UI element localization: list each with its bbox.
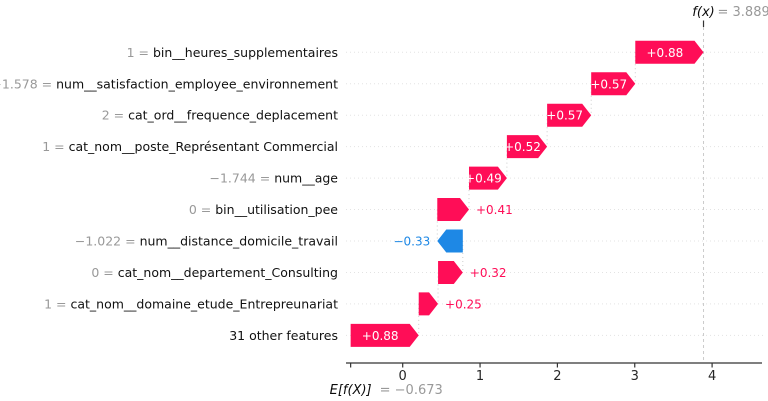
feature-name-text: bin__utilisation_pee	[215, 202, 338, 217]
feature-value-text: 1 =	[127, 45, 153, 60]
x-tick-label: 3	[631, 369, 639, 384]
bar-value-label: +0.32	[470, 266, 507, 280]
feature-row-label: 0 = bin__utilisation_pee	[189, 202, 338, 217]
positive-bar	[468, 166, 507, 190]
feature-name-text: 31 other features	[229, 328, 338, 343]
feature-value-text: 1 =	[44, 296, 70, 311]
feature-name-text: cat_nom__domaine_etude_Entrepreunariat	[70, 296, 338, 311]
feature-name-text: cat_ord__frequence_deplacement	[128, 108, 338, 123]
feature-name-text: num__age	[274, 171, 338, 186]
x-tick-label: 1	[476, 369, 484, 384]
fx-value: = 3.889	[718, 5, 768, 20]
positive-bar	[350, 323, 419, 347]
fx-label: f(x)	[692, 5, 714, 20]
feature-row-label: 31 other features	[229, 328, 338, 343]
negative-bar	[437, 229, 463, 253]
feature-name-text: num__distance_domicile_travail	[140, 234, 338, 249]
positive-bar	[506, 135, 548, 159]
bar-value-label: +0.41	[476, 203, 513, 217]
x-tick-label: 0	[399, 369, 407, 384]
feature-name-text: cat_nom__departement_Consulting	[118, 265, 338, 280]
positive-bar	[418, 292, 439, 316]
bar-value-label: +0.52	[504, 140, 541, 154]
positive-bar	[591, 72, 636, 96]
feature-row-label: 1 = cat_nom__domaine_etude_Entrepreunari…	[44, 296, 338, 311]
feature-value-text: −1.578 =	[0, 76, 56, 91]
feature-name-text: num__satisfaction_employee_environnement	[56, 76, 338, 91]
bar-value-label: +0.57	[546, 109, 583, 123]
feature-row-label: −1.022 = num__distance_domicile_travail	[75, 234, 338, 249]
bar-value-label: +0.25	[445, 297, 482, 311]
positive-bar	[438, 260, 463, 284]
positive-bar	[547, 103, 592, 127]
feature-row-label: 0 = cat_nom__departement_Consulting	[91, 265, 338, 280]
base-expected-value-label: E[f(X)]	[330, 383, 372, 398]
bar-value-label: +0.88	[362, 329, 399, 343]
feature-name-text: bin__heures_supplementaires	[153, 45, 338, 60]
feature-value-text: 0 =	[91, 265, 117, 280]
feature-row-label: 2 = cat_ord__frequence_deplacement	[102, 108, 338, 123]
bar-value-label: +0.88	[647, 46, 684, 60]
x-tick-label: 2	[553, 369, 561, 384]
base-expected-value: = −0.673	[380, 383, 443, 398]
feature-value-text: −1.022 =	[75, 234, 140, 249]
feature-row-label: −1.578 = num__satisfaction_employee_envi…	[0, 76, 338, 91]
feature-row-label: 1 = bin__heures_supplementaires	[127, 45, 338, 60]
feature-value-text: 0 =	[189, 202, 215, 217]
feature-value-text: −1.744 =	[210, 171, 275, 186]
x-tick-label: 4	[708, 369, 716, 384]
bar-value-label: −0.33	[393, 235, 430, 249]
positive-bar	[635, 40, 704, 64]
feature-value-text: 1 =	[42, 139, 68, 154]
feature-row-label: 1 = cat_nom__poste_Représentant Commerci…	[42, 139, 338, 154]
bar-value-label: +0.49	[465, 172, 502, 186]
bar-value-label: +0.57	[590, 77, 627, 91]
feature-name-text: cat_nom__poste_Représentant Commercial	[69, 139, 338, 154]
feature-value-text: 2 =	[102, 108, 128, 123]
feature-row-label: −1.744 = num__age	[210, 171, 339, 186]
positive-bar	[437, 198, 469, 222]
